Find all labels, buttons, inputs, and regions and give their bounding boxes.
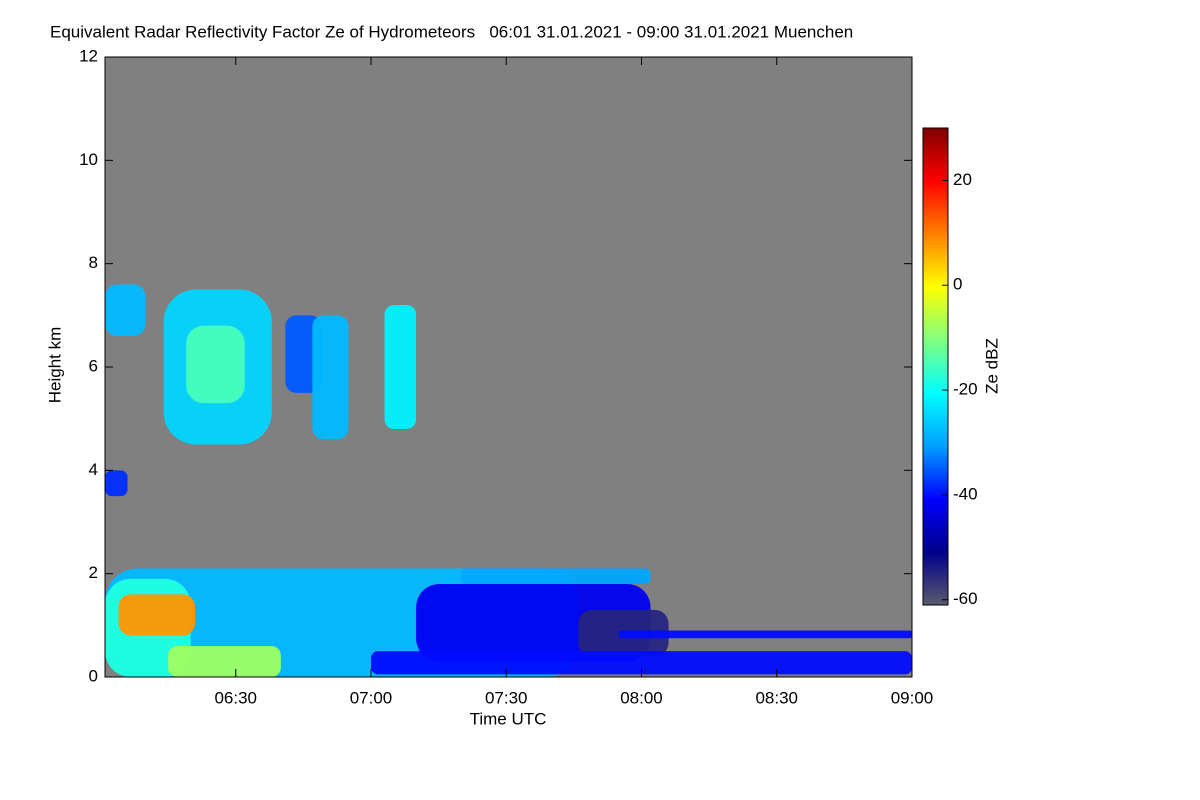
y-axis-label: Height km	[45, 327, 64, 404]
echo-region	[618, 630, 912, 639]
colorbar-tick-label: 0	[953, 275, 962, 294]
y-tick-label: 12	[79, 46, 98, 65]
echo-region	[312, 315, 349, 440]
x-tick-label: 07:00	[350, 688, 393, 707]
y-tick-label: 2	[89, 563, 98, 582]
echo-region	[168, 646, 281, 677]
y-tick-label: 4	[89, 460, 98, 479]
x-tick-label: 07:30	[485, 688, 528, 707]
colorbar	[922, 127, 949, 606]
echo-region	[384, 305, 417, 429]
plot-area	[105, 57, 912, 677]
y-tick-label: 6	[89, 356, 98, 375]
colorbar-tick-label: -40	[953, 484, 978, 503]
colorbar-tick-label: -20	[953, 380, 978, 399]
echo-region	[370, 651, 912, 675]
x-tick-label: 09:00	[891, 688, 934, 707]
echo-region	[461, 568, 651, 584]
x-tick-label: 06:30	[214, 688, 257, 707]
y-tick-label: 0	[89, 666, 98, 685]
colorbar-label: Ze dBZ	[982, 338, 1001, 394]
echo-region	[118, 594, 196, 636]
echo-region	[186, 325, 245, 404]
colorbar-tick-label: 20	[953, 170, 972, 189]
colorbar-tick-label: -60	[953, 589, 978, 608]
y-tick-label: 10	[79, 150, 98, 169]
echo-region	[105, 470, 128, 497]
x-axis-label: Time UTC	[470, 709, 547, 728]
echo-region	[105, 284, 146, 336]
y-tick-label: 8	[89, 253, 98, 272]
chart-title: Equivalent Radar Reflectivity Factor Ze …	[50, 22, 853, 41]
x-tick-label: 08:30	[755, 688, 798, 707]
x-tick-label: 08:00	[620, 688, 663, 707]
